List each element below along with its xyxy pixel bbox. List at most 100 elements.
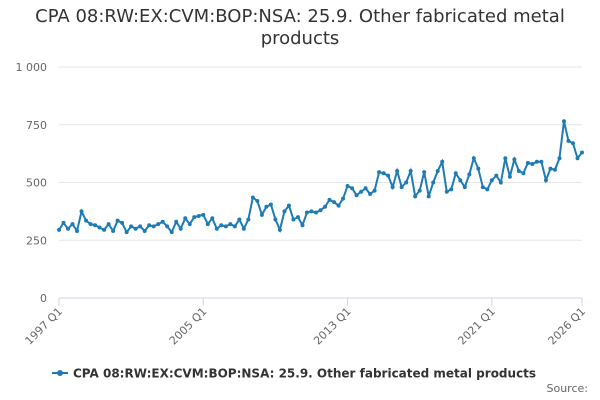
legend-marker [57,370,63,376]
data-point [341,196,346,201]
data-point [259,212,264,217]
data-point [453,171,458,176]
data-point [304,210,309,215]
data-point [250,195,255,200]
series-line [58,121,583,235]
data-point [494,173,499,178]
data-point [503,156,508,161]
data-point [268,202,273,207]
data-point [277,227,282,232]
data-point [580,150,584,155]
data-point [548,166,553,171]
data-point [210,216,215,221]
data-point [408,168,413,173]
data-point [498,180,503,185]
data-point [295,215,300,220]
data-point [566,138,571,143]
data-point [557,156,562,161]
data-point [142,229,147,234]
data-point [313,210,318,215]
data-point [214,226,219,231]
data-point [66,226,71,231]
data-point [512,157,517,162]
data-point [422,170,427,175]
data-point [467,172,472,177]
data-point [241,226,246,231]
data-point [561,119,566,124]
chart-title: CPA 08:RW:EX:CVM:BOP:NSA: 25.9. Other fa… [35,6,565,49]
data-point [169,230,174,235]
data-point [372,188,377,193]
data-point [88,222,93,227]
data-point [368,192,373,197]
data-point [471,156,476,161]
data-point [323,204,328,209]
data-point [489,178,494,183]
data-point [237,217,242,222]
data-point [106,222,111,227]
data-point [345,183,350,188]
data-point [395,168,400,173]
data-point [205,222,210,227]
data-point [111,229,116,234]
data-point [431,180,436,185]
data-point [61,220,66,225]
data-point [300,223,305,228]
data-point [282,209,287,214]
data-point [332,200,337,205]
data-point [575,156,580,161]
legend-label: CPA 08:RW:EX:CVM:BOP:NSA: 25.9. Other fa… [73,367,536,381]
data-point [93,223,98,228]
data-point [196,213,201,218]
data-point [516,168,521,173]
data-point [124,230,129,235]
x-tick-label: 2026 Q1 [546,305,589,348]
data-point [404,180,409,185]
data-point [156,222,161,227]
data-point [70,222,75,227]
data-point [336,203,341,208]
data-point [381,171,386,176]
data-point [57,227,61,232]
data-point [147,223,152,228]
data-point [462,185,467,190]
data-point [359,189,364,194]
y-tick-label: 1 000 [16,61,48,74]
data-point [102,227,107,232]
data-point [151,224,156,229]
data-point [539,159,544,164]
data-point [363,186,368,191]
data-point [138,224,143,229]
data-point [552,167,557,172]
source: Source: [547,382,589,395]
data-point [327,197,332,202]
data-point [543,178,548,183]
data-point [232,224,237,229]
x-tick-label: 2005 Q1 [167,305,210,348]
data-point [435,168,440,173]
data-point [246,217,251,222]
data-point [84,218,89,223]
y-tick-label: 250 [26,234,47,247]
data-point [201,212,206,217]
data-point [75,229,80,234]
data-point [174,219,179,224]
x-tick-label: 2021 Q1 [455,305,498,348]
data-point [350,186,355,191]
data-point [228,222,233,227]
data-point [377,170,382,175]
data-point [570,141,575,146]
data-point [318,208,323,213]
x-tick-label: 1997 Q1 [23,305,66,348]
data-point [354,193,359,198]
data-point [79,209,84,214]
data-point [449,187,454,192]
data-point [187,222,192,227]
data-point [133,226,138,231]
x-tick-label: 2013 Q1 [311,305,354,348]
data-point [413,194,418,199]
data-point [286,203,291,208]
data-point [120,220,125,225]
